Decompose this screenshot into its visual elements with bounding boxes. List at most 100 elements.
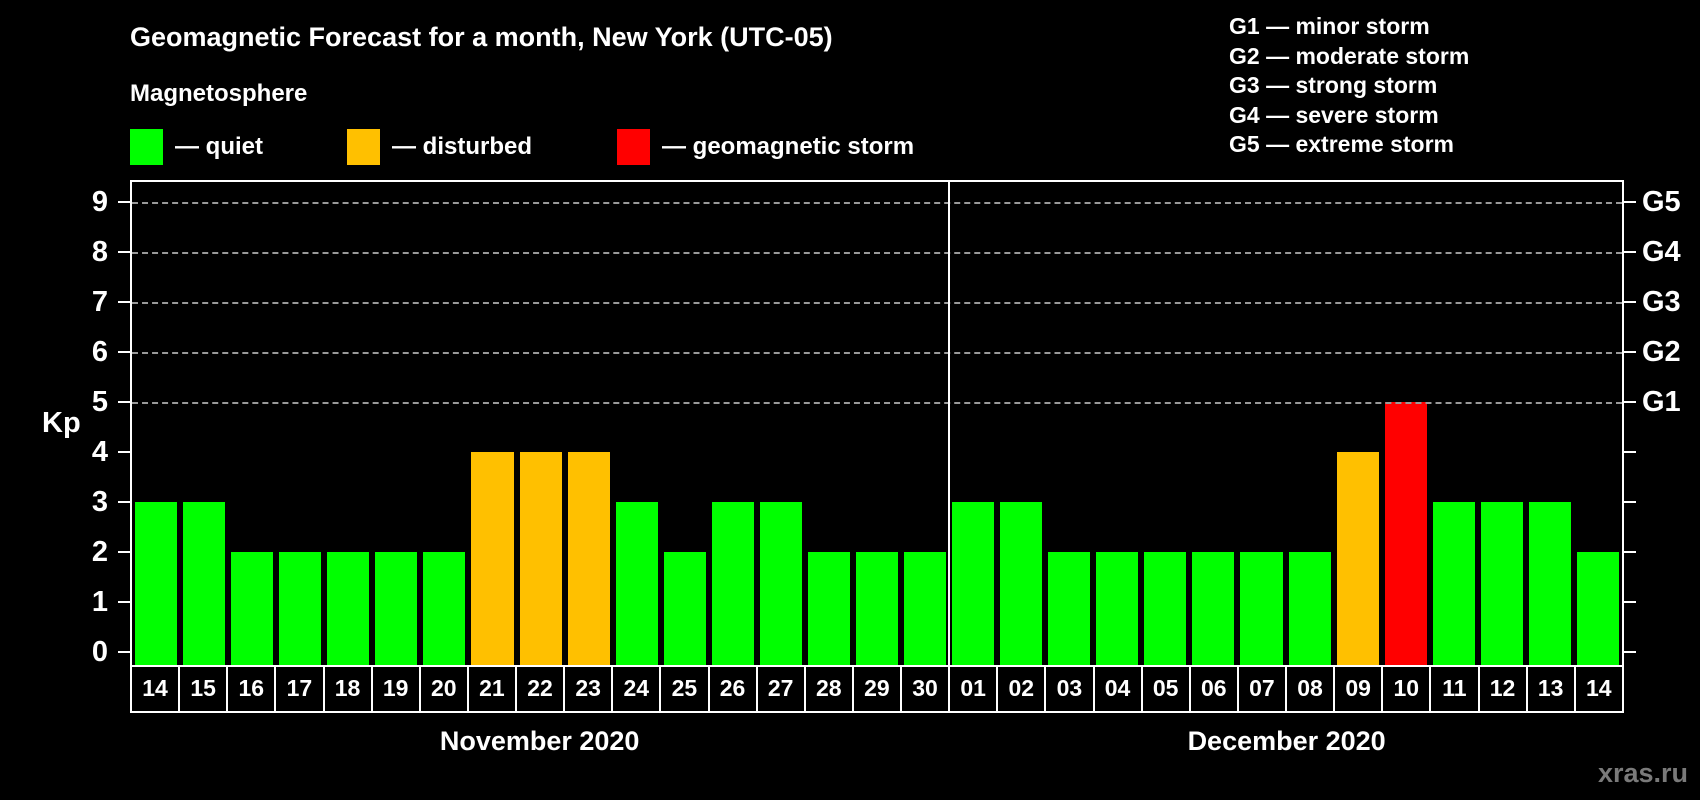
bar-column-december-13 (1526, 182, 1574, 665)
bar-column-november-21 (468, 182, 516, 665)
y-axis-label-3: 3 (91, 486, 108, 518)
day-label-november-29: 29 (851, 667, 900, 711)
bar-column-november-30 (901, 182, 949, 665)
bar-column-december-14 (1574, 182, 1622, 665)
kp-bar-december-11 (1432, 502, 1475, 665)
g-legend-line-g2: G2 — moderate storm (1229, 42, 1470, 69)
day-label-november-22: 22 (515, 667, 563, 711)
day-label-november-16: 16 (226, 667, 274, 711)
bar-column-december-02 (997, 182, 1045, 665)
legend-item-disturbed: — disturbed (347, 129, 532, 165)
day-label-november-23: 23 (563, 667, 611, 711)
right-axis-label-g2: G2 (1642, 336, 1681, 368)
bars-row (132, 182, 1622, 665)
bar-column-november-25 (661, 182, 709, 665)
day-label-november-27: 27 (755, 667, 804, 711)
kp-bar-november-14 (135, 502, 178, 665)
y-axis-label-9: 9 (91, 186, 108, 218)
kp-bar-december-09 (1336, 452, 1379, 665)
gridline-kp-8 (132, 252, 1622, 254)
y-axis-tick-1 (118, 601, 130, 603)
kp-bar-november-15 (183, 502, 226, 665)
right-axis-tick-1 (1624, 601, 1636, 603)
day-label-december-03: 03 (1044, 667, 1092, 711)
day-label-december-09: 09 (1333, 667, 1381, 711)
y-axis-tick-6 (118, 351, 130, 353)
day-label-november-26: 26 (707, 667, 756, 711)
bar-column-november-18 (324, 182, 372, 665)
day-label-november-21: 21 (466, 667, 515, 711)
bar-column-december-11 (1430, 182, 1478, 665)
bar-column-november-27 (757, 182, 805, 665)
y-axis-label-4: 4 (91, 436, 108, 468)
bar-column-november-20 (420, 182, 468, 665)
kp-bar-november-30 (904, 552, 947, 665)
legend-item-quiet: — quiet (130, 129, 263, 165)
g-legend-line-g3: G3 — strong storm (1229, 72, 1438, 98)
g-legend-line-g1: G1 — minor storm (1229, 13, 1430, 39)
g-legend-line-g5: G5 — extreme storm (1229, 131, 1454, 157)
y-axis-right: G1 G2 G3 G4 G5 (1624, 180, 1700, 667)
bar-column-november-16 (228, 182, 276, 665)
day-label-december-06: 06 (1188, 667, 1237, 711)
bar-column-december-04 (1093, 182, 1141, 665)
y-axis-tick-3 (118, 501, 130, 503)
bar-column-december-06 (1189, 182, 1237, 665)
kp-bar-november-25 (663, 552, 706, 665)
kp-bar-december-01 (952, 502, 995, 665)
storm-color-swatch (617, 129, 650, 165)
gridline-kp-6 (132, 352, 1622, 354)
day-label-december-11: 11 (1429, 667, 1477, 711)
y-axis-tick-5 (118, 401, 130, 403)
right-axis-tick-2 (1624, 551, 1636, 553)
bar-column-november-15 (180, 182, 228, 665)
bar-column-november-14 (132, 182, 180, 665)
y-axis-label-2: 2 (91, 536, 108, 568)
bar-column-december-07 (1237, 182, 1285, 665)
bar-column-november-28 (805, 182, 853, 665)
y-axis-tick-9 (118, 201, 130, 203)
y-axis-label-8: 8 (91, 236, 108, 268)
kp-bar-november-20 (423, 552, 466, 665)
bar-column-november-24 (613, 182, 661, 665)
kp-bar-november-17 (279, 552, 322, 665)
right-axis-label-g5: G5 (1642, 186, 1681, 218)
kp-bar-december-05 (1144, 552, 1187, 665)
quiet-color-swatch (130, 129, 163, 165)
day-label-november-24: 24 (611, 667, 659, 711)
bar-column-november-23 (565, 182, 613, 665)
kp-bar-november-22 (519, 452, 562, 665)
day-label-december-10: 10 (1381, 667, 1429, 711)
kp-bar-december-04 (1096, 552, 1139, 665)
right-axis-label-g3: G3 (1642, 286, 1681, 318)
right-axis-label-g4: G4 (1642, 236, 1681, 268)
right-axis-tick-0 (1624, 651, 1636, 653)
gridline-kp-5 (132, 402, 1622, 404)
right-axis-tick-5 (1624, 401, 1636, 403)
right-axis-label-g1: G1 (1642, 386, 1681, 418)
kp-bar-november-29 (855, 552, 898, 665)
right-axis-tick-6 (1624, 351, 1636, 353)
day-label-november-14: 14 (142, 675, 168, 701)
kp-bar-november-21 (471, 452, 514, 665)
day-label-december-04: 04 (1092, 667, 1141, 711)
bar-column-december-01 (949, 182, 997, 665)
day-label-november-30: 30 (900, 667, 948, 711)
day-label-november-20: 20 (418, 667, 467, 711)
kp-bar-november-19 (375, 552, 418, 665)
legend-label-storm: — geomagnetic storm (662, 133, 915, 160)
day-label-december-12: 12 (1477, 667, 1526, 711)
kp-bar-november-24 (615, 502, 658, 665)
gridline-kp-7 (132, 302, 1622, 304)
y-axis-label-5: 5 (91, 386, 108, 418)
bar-column-december-08 (1286, 182, 1334, 665)
magnetosphere-subtitle: Magnetosphere (130, 80, 308, 107)
gridline-kp-9 (132, 202, 1622, 204)
day-label-december-08: 08 (1285, 667, 1333, 711)
kp-bar-december-13 (1528, 502, 1571, 665)
day-label-november-19: 19 (370, 667, 419, 711)
page-title: Geomagnetic Forecast for a month, New Yo… (130, 22, 833, 52)
bar-column-december-09 (1334, 182, 1382, 665)
kp-bar-december-07 (1240, 552, 1283, 665)
